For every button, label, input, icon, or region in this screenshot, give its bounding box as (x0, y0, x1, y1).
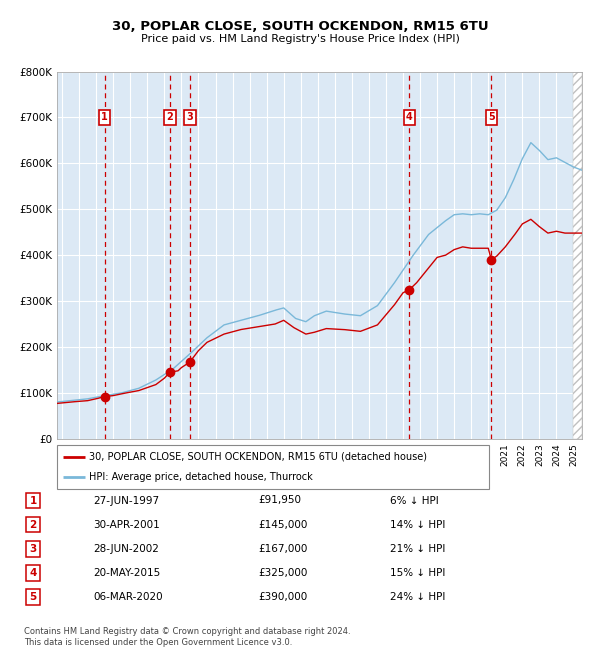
Text: Price paid vs. HM Land Registry's House Price Index (HPI): Price paid vs. HM Land Registry's House … (140, 34, 460, 44)
Text: HPI: Average price, detached house, Thurrock: HPI: Average price, detached house, Thur… (89, 472, 313, 482)
Text: 14% ↓ HPI: 14% ↓ HPI (390, 519, 445, 530)
Text: 5: 5 (488, 112, 494, 122)
Text: 27-JUN-1997: 27-JUN-1997 (93, 495, 159, 506)
Text: 30-APR-2001: 30-APR-2001 (93, 519, 160, 530)
Text: 3: 3 (29, 543, 37, 554)
Text: 2: 2 (167, 112, 173, 122)
Text: 1: 1 (101, 112, 108, 122)
Text: 21% ↓ HPI: 21% ↓ HPI (390, 543, 445, 554)
Text: 4: 4 (29, 567, 37, 578)
Text: 3: 3 (187, 112, 193, 122)
Text: 30, POPLAR CLOSE, SOUTH OCKENDON, RM15 6TU (detached house): 30, POPLAR CLOSE, SOUTH OCKENDON, RM15 6… (89, 452, 427, 461)
Text: 06-MAR-2020: 06-MAR-2020 (93, 592, 163, 602)
Text: 6% ↓ HPI: 6% ↓ HPI (390, 495, 439, 506)
Text: £390,000: £390,000 (258, 592, 307, 602)
Text: 15% ↓ HPI: 15% ↓ HPI (390, 567, 445, 578)
Text: 24% ↓ HPI: 24% ↓ HPI (390, 592, 445, 602)
Text: 28-JUN-2002: 28-JUN-2002 (93, 543, 159, 554)
Text: £91,950: £91,950 (258, 495, 301, 506)
Text: £325,000: £325,000 (258, 567, 307, 578)
Text: £145,000: £145,000 (258, 519, 307, 530)
Text: 2: 2 (29, 519, 37, 530)
Text: 30, POPLAR CLOSE, SOUTH OCKENDON, RM15 6TU: 30, POPLAR CLOSE, SOUTH OCKENDON, RM15 6… (112, 20, 488, 32)
Text: This data is licensed under the Open Government Licence v3.0.: This data is licensed under the Open Gov… (24, 638, 292, 647)
Text: 1: 1 (29, 495, 37, 506)
Text: 20-MAY-2015: 20-MAY-2015 (93, 567, 160, 578)
Text: Contains HM Land Registry data © Crown copyright and database right 2024.: Contains HM Land Registry data © Crown c… (24, 627, 350, 636)
Text: £167,000: £167,000 (258, 543, 307, 554)
Text: 4: 4 (406, 112, 413, 122)
Text: 5: 5 (29, 592, 37, 602)
